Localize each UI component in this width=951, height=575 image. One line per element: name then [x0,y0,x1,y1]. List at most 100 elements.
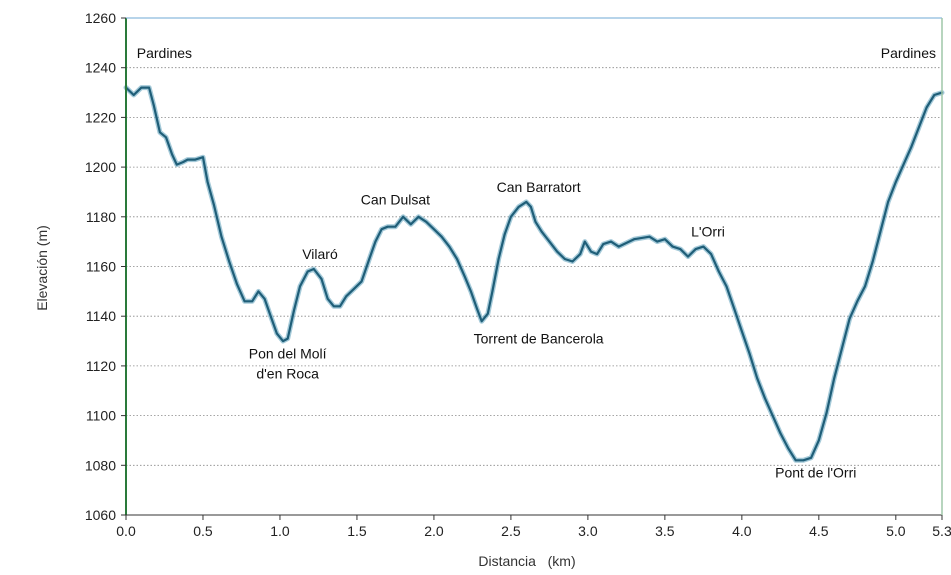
x-axis-label: Distancia (km) [478,553,575,569]
data-point [787,447,789,449]
data-point [764,397,766,400]
y-tick-label: 1260 [85,10,116,26]
data-point [374,240,377,243]
annotation-label: d'en Roca [256,365,319,381]
data-point [825,412,828,415]
x-tick-label: 1.5 [347,523,367,539]
data-point [257,290,260,293]
data-point [332,305,335,308]
data-point [352,287,355,290]
data-point [491,290,494,293]
data-point [433,228,435,231]
annotation-label: Can Dulsat [361,191,430,207]
data-point [360,280,363,283]
data-point [212,203,215,206]
data-point [220,235,223,238]
annotation-label: Can Barratort [497,179,581,195]
x-tick-label: 3.5 [655,523,675,539]
data-point [448,245,451,248]
data-point [717,270,720,273]
data-point [194,158,197,161]
data-point [671,245,674,248]
data-point [440,235,443,238]
data-point [282,340,284,342]
data-point [817,439,820,442]
data-point [864,285,866,288]
data-point [186,158,189,161]
data-point [386,225,389,228]
data-point [228,260,231,263]
data-point [243,300,246,303]
x-tick-label: 2.5 [501,523,521,539]
data-point [132,94,135,96]
series-line-glow [123,85,945,463]
data-point [469,290,472,293]
data-point [779,432,782,434]
annotation-label: Vilaró [302,246,338,262]
annotation-label: Pon del Molí [249,345,327,361]
y-tick-label: 1080 [85,457,116,473]
data-point [275,332,278,335]
data-point [933,94,936,96]
data-point [171,153,174,156]
data-point [175,163,178,166]
annotations: Pardines Pon del Molí d'en Roca Vilaró Can D… [137,45,936,481]
data-point [286,337,289,340]
data-point [617,245,620,248]
data-point [409,223,412,226]
series-layer [123,85,945,463]
data-point [687,255,689,258]
data-point [841,347,843,350]
data-point [794,459,797,462]
annotation-label: Pardines [137,45,192,61]
data-point [152,104,155,106]
y-tick-label: 1200 [85,159,116,175]
data-point [648,235,651,238]
data-point [476,307,478,310]
x-tick-label: 2.0 [424,523,444,539]
y-tick-label: 1120 [86,358,116,374]
x-tick-label: 3.0 [578,523,598,539]
data-point [206,181,209,183]
data-point [312,268,315,270]
data-point [694,248,697,251]
data-point [656,240,659,243]
data-point [148,86,150,89]
x-axis-ticks: 0.0 0.5 1.0 1.5 2.0 2.5 3.0 3.5 4.0 4.5 5.0 5.3 [116,515,951,539]
data-point [517,205,520,208]
x-tick-label: 4.0 [732,523,752,539]
data-point [733,307,736,310]
annotation-label: Pont de l'Orri [775,465,856,481]
data-point [633,238,635,241]
data-point [158,131,161,134]
y-tick-label: 1160 [86,259,116,275]
data-point [456,258,458,260]
x-tick-label: 5.3 [932,523,951,539]
data-point [710,253,712,255]
data-point [380,228,383,231]
data-point [235,282,238,285]
x-tick-label: 0.0 [116,523,136,539]
y-tick-label: 1220 [85,109,116,125]
data-point [534,220,537,223]
y-tick-label: 1140 [86,308,116,324]
data-point [902,163,905,166]
data-point [563,258,566,260]
data-point [251,300,254,303]
data-point [202,156,204,159]
annotation-label: L'Orri [691,224,725,240]
data-point [740,330,743,333]
data-point [579,253,582,255]
annotation-label: Torrent de Bancerola [474,331,604,347]
data-point [871,260,874,263]
data-point [425,220,428,223]
x-tick-label: 4.5 [809,523,829,539]
data-point [503,233,506,236]
data-point [480,320,483,323]
data-point [269,315,272,318]
data-point [679,248,682,251]
x-tick-label: 1.0 [270,523,290,539]
data-point [182,161,184,164]
data-point [571,260,574,263]
